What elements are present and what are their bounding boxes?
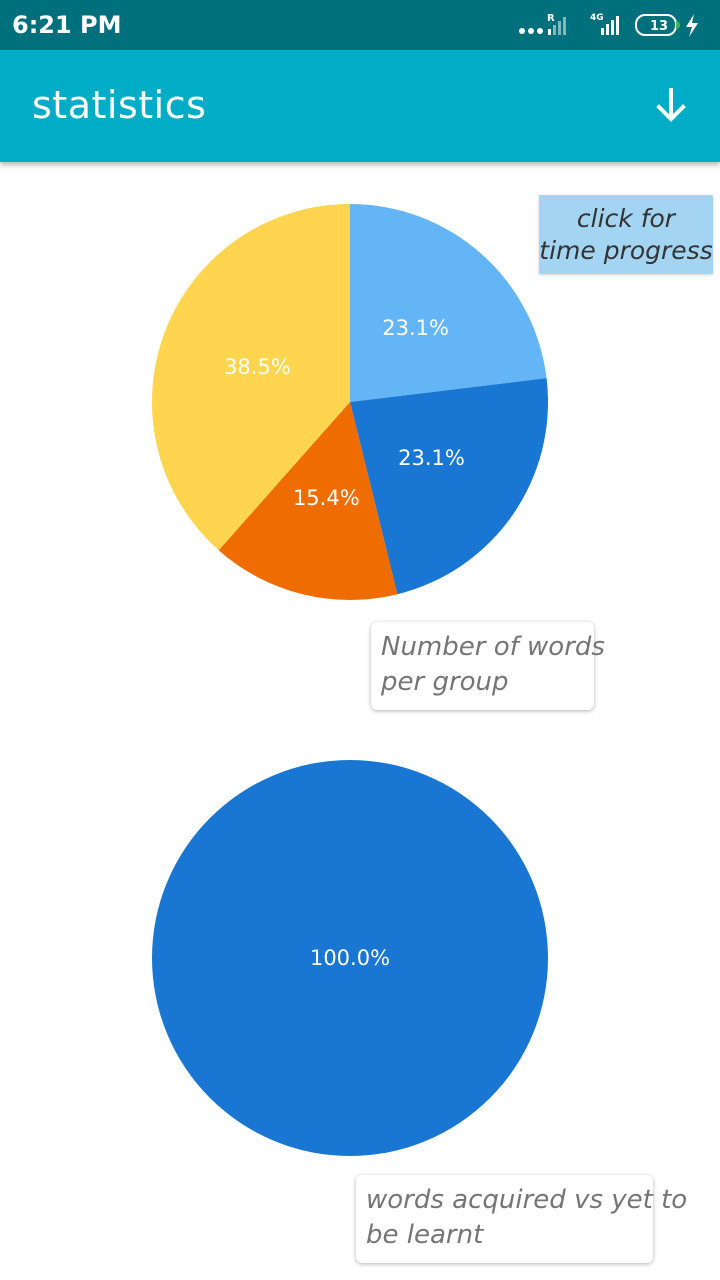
pie0-slice-3-label: 38.5% <box>224 355 291 379</box>
caption-line2: be learnt <box>366 1220 484 1250</box>
caption-line2: per group <box>381 667 509 697</box>
pie0-slice-1-label: 23.1% <box>398 446 465 470</box>
chart-caption-words-acquired: words acquired vs yet to be learnt <box>356 1175 688 1263</box>
pie0-slice-3 <box>152 204 350 551</box>
pie0-slice-1 <box>350 378 548 595</box>
time-progress-button[interactable]: click for time progress <box>539 195 713 274</box>
more-dots-icon <box>519 28 543 34</box>
download-button[interactable] <box>646 80 696 130</box>
chart-caption-words-per-group: Number of words per group <box>371 622 605 710</box>
caption-line1: words acquired vs yet to <box>366 1185 688 1215</box>
signal-icon-sim1 <box>548 17 566 35</box>
download-arrow-icon <box>656 88 686 122</box>
battery-level: 13 <box>650 19 668 34</box>
caption-line1: Number of words <box>381 632 605 662</box>
battery-icon <box>635 14 680 36</box>
pie0-slice-0 <box>350 204 547 402</box>
page-title: statistics <box>32 83 207 127</box>
status-icons: R 4G 13 <box>512 10 712 40</box>
pie1-slice-0-label: 100.0% <box>310 946 390 970</box>
pie1-slice-0 <box>152 760 548 1156</box>
signal-icon-sim2 <box>601 16 619 35</box>
time-progress-label-line1: click for <box>576 203 676 233</box>
status-bar: 6:21 PM R 4G 13 <box>0 0 720 50</box>
pie0-slice-2-label: 15.4% <box>293 486 360 510</box>
roaming-label: R <box>547 13 555 24</box>
time-progress-label-line2: time progress <box>539 235 713 265</box>
network-type-label: 4G <box>590 13 604 23</box>
app-bar: statistics <box>0 50 720 162</box>
charging-icon <box>686 14 698 37</box>
status-time: 6:21 PM <box>12 11 122 39</box>
pie0-slice-0-label: 23.1% <box>382 316 449 340</box>
pie0-slice-2 <box>218 402 398 600</box>
